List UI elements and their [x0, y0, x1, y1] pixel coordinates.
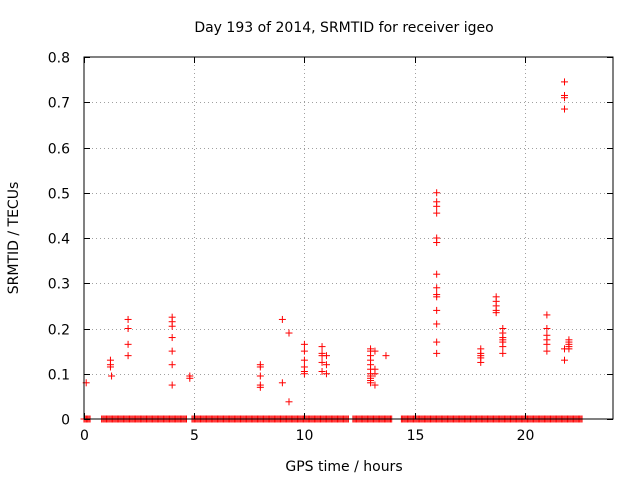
- data-point: [543, 340, 551, 348]
- data-point: [561, 94, 569, 102]
- y-tick-label: 0.7: [48, 96, 70, 112]
- data-point: [543, 325, 551, 332]
- data-point: [382, 352, 390, 360]
- data-point: [168, 361, 176, 369]
- data-point: [256, 363, 264, 371]
- y-axis-label: SRMTID / TECUs: [6, 182, 22, 295]
- data-point: [371, 347, 379, 355]
- data-point: [318, 367, 326, 375]
- data-point: [278, 379, 286, 387]
- data-point: [318, 358, 326, 366]
- data-point: [543, 347, 551, 355]
- data-point: [106, 363, 114, 371]
- chart-title: Day 193 of 2014, SRMTID for receiver ige…: [194, 20, 493, 36]
- y-tick-label: 0: [61, 413, 70, 429]
- data-point: [433, 189, 441, 197]
- axis-ticks: 0 5 10 15 20 0 0.1 0.2 0.3 0.4 0.5 0.6 0.7 0.8: [48, 51, 613, 444]
- data-point: [278, 315, 286, 323]
- y-tick-label: 0.6: [48, 142, 70, 158]
- x-tick-label: 20: [517, 428, 535, 444]
- data-point: [433, 320, 441, 328]
- x-axis-label: GPS time / hours: [285, 459, 402, 475]
- data-point: [322, 370, 330, 378]
- data-point: [371, 381, 379, 389]
- data-point: [168, 381, 176, 389]
- y-tick-label: 0.8: [48, 51, 70, 67]
- gridlines: [84, 57, 613, 419]
- data-point: [433, 306, 441, 314]
- data-point: [285, 398, 293, 406]
- data-point: [322, 361, 330, 369]
- y-tick-label: 0.4: [48, 232, 70, 248]
- data-point: [124, 340, 132, 348]
- data-point: [300, 356, 308, 364]
- y-tick-label: 0.2: [48, 323, 70, 339]
- data-point: [300, 370, 308, 378]
- data-point: [168, 347, 176, 355]
- data-point: [256, 372, 264, 380]
- x-tick-label: 15: [407, 428, 425, 444]
- data-point: [433, 349, 441, 357]
- y-tick-label: 0.5: [48, 187, 70, 203]
- data-point: [565, 345, 573, 353]
- data-point: [433, 293, 441, 301]
- data-point: [433, 239, 441, 247]
- data-point: [492, 309, 500, 317]
- data-point: [561, 105, 569, 113]
- data-point: [477, 358, 485, 366]
- data-point: [168, 334, 176, 342]
- data-point: [322, 352, 330, 360]
- data-points: [80, 78, 586, 423]
- data-point: [561, 356, 569, 364]
- data-point: [499, 343, 507, 351]
- data-point: [300, 347, 308, 355]
- data-point: [433, 202, 441, 210]
- data-point: [433, 284, 441, 292]
- data-point: [371, 370, 379, 378]
- data-point: [499, 349, 507, 357]
- data-point: [318, 343, 326, 351]
- x-tick-label: 0: [80, 428, 89, 444]
- data-point: [561, 78, 569, 86]
- y-tick-label: 0.3: [48, 277, 70, 293]
- data-point: [433, 270, 441, 278]
- data-point: [108, 372, 116, 380]
- data-point: [256, 383, 264, 391]
- data-point: [433, 338, 441, 346]
- data-point: [367, 379, 375, 387]
- data-point: [433, 209, 441, 217]
- y-tick-label: 0.1: [48, 368, 70, 384]
- data-point: [543, 311, 551, 319]
- x-tick-label: 10: [296, 428, 314, 444]
- data-point: [124, 325, 132, 332]
- data-point: [124, 315, 132, 323]
- x-tick-label: 5: [190, 428, 199, 444]
- data-point: [186, 374, 194, 382]
- data-point: [285, 329, 293, 337]
- data-point: [168, 322, 176, 330]
- data-point: [300, 340, 308, 348]
- data-point: [124, 352, 132, 360]
